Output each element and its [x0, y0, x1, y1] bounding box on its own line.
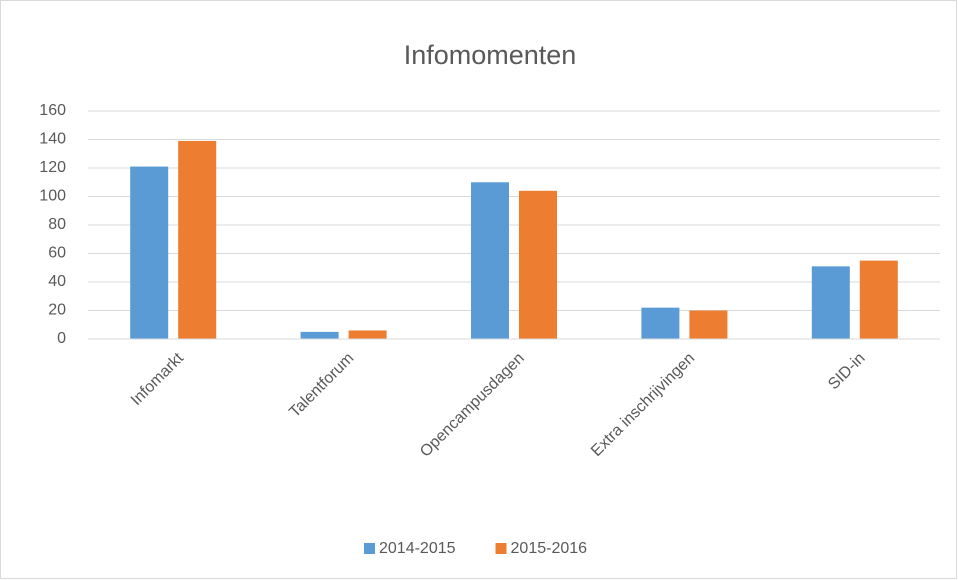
- legend-label: 2015-2016: [511, 540, 588, 557]
- bar: [641, 307, 680, 339]
- bar: [178, 140, 217, 339]
- bar: [519, 190, 557, 339]
- bar: [300, 331, 339, 339]
- chart-title: Infomomenten: [404, 40, 577, 70]
- bar: [811, 266, 850, 339]
- legend-swatch: [495, 543, 507, 554]
- bar: [471, 182, 509, 339]
- y-tick-label: 20: [48, 302, 66, 319]
- bar: [689, 310, 728, 339]
- y-tick-label: 140: [39, 131, 66, 148]
- y-tick-label: 160: [39, 102, 66, 119]
- y-tick-label: 0: [57, 330, 66, 347]
- y-tick-label: 60: [48, 245, 66, 262]
- y-tick-label: 40: [48, 273, 66, 290]
- legend-swatch: [364, 543, 375, 554]
- bar: [348, 330, 387, 339]
- y-tick-label: 100: [39, 188, 66, 205]
- y-tick-label: 80: [48, 216, 66, 233]
- bar: [130, 166, 169, 339]
- legend-label: 2014-2015: [379, 540, 456, 557]
- bar: [859, 260, 898, 339]
- y-tick-label: 120: [39, 159, 66, 176]
